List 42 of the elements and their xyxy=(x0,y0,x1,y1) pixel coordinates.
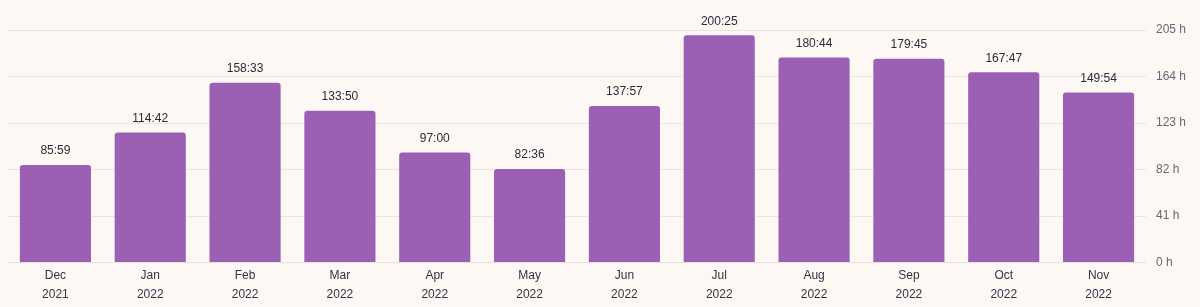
bar xyxy=(304,110,376,263)
x-tick-label: Feb 2022 xyxy=(231,267,259,301)
bar xyxy=(778,57,850,263)
bar xyxy=(873,58,945,263)
x-tick-label: Oct 2022 xyxy=(990,267,1018,301)
x-tick-label: Apr 2022 xyxy=(421,267,449,301)
data-label: 82:36 xyxy=(514,147,545,162)
x-tick-label: Mar 2022 xyxy=(326,267,354,301)
bar xyxy=(209,82,281,263)
data-label: 179:45 xyxy=(890,36,928,51)
bar xyxy=(1062,92,1135,263)
data-label: 200:25 xyxy=(700,13,738,28)
x-tick-label: Nov 2022 xyxy=(1085,267,1113,301)
data-label: 137:57 xyxy=(606,84,644,99)
data-label: 158:33 xyxy=(226,61,264,76)
bar xyxy=(968,72,1040,263)
x-tick-label: Dec 2021 xyxy=(42,267,70,301)
data-label: 97:00 xyxy=(419,130,451,145)
bar xyxy=(588,106,660,263)
data-label: 85:59 xyxy=(40,143,71,158)
data-label: 167:47 xyxy=(985,50,1023,65)
x-tick-label: Aug 2022 xyxy=(800,267,828,301)
bar xyxy=(683,35,755,263)
data-label: 133:50 xyxy=(321,89,359,104)
y-tick-label: 164 h xyxy=(1155,68,1186,83)
y-tick-label: 123 h xyxy=(1155,115,1186,130)
y-tick-label: 205 h xyxy=(1155,22,1186,37)
y-tick-label: 0 h xyxy=(1155,254,1173,269)
x-tick-label: Jun 2022 xyxy=(611,267,639,301)
bar xyxy=(399,152,471,263)
bar xyxy=(494,168,566,263)
data-label: 180:44 xyxy=(795,35,833,50)
y-tick-label: 82 h xyxy=(1155,161,1180,176)
x-tick-label: Jan 2022 xyxy=(136,267,164,301)
bar xyxy=(114,132,186,263)
y-tick-label: 41 h xyxy=(1155,208,1180,223)
bar xyxy=(19,165,91,263)
x-tick-label: May 2022 xyxy=(516,267,544,301)
x-tick-label: Sep 2022 xyxy=(895,267,923,301)
data-label: 149:54 xyxy=(1080,70,1118,85)
data-label: 114:42 xyxy=(132,110,169,125)
x-tick-label: Jul 2022 xyxy=(705,267,733,301)
